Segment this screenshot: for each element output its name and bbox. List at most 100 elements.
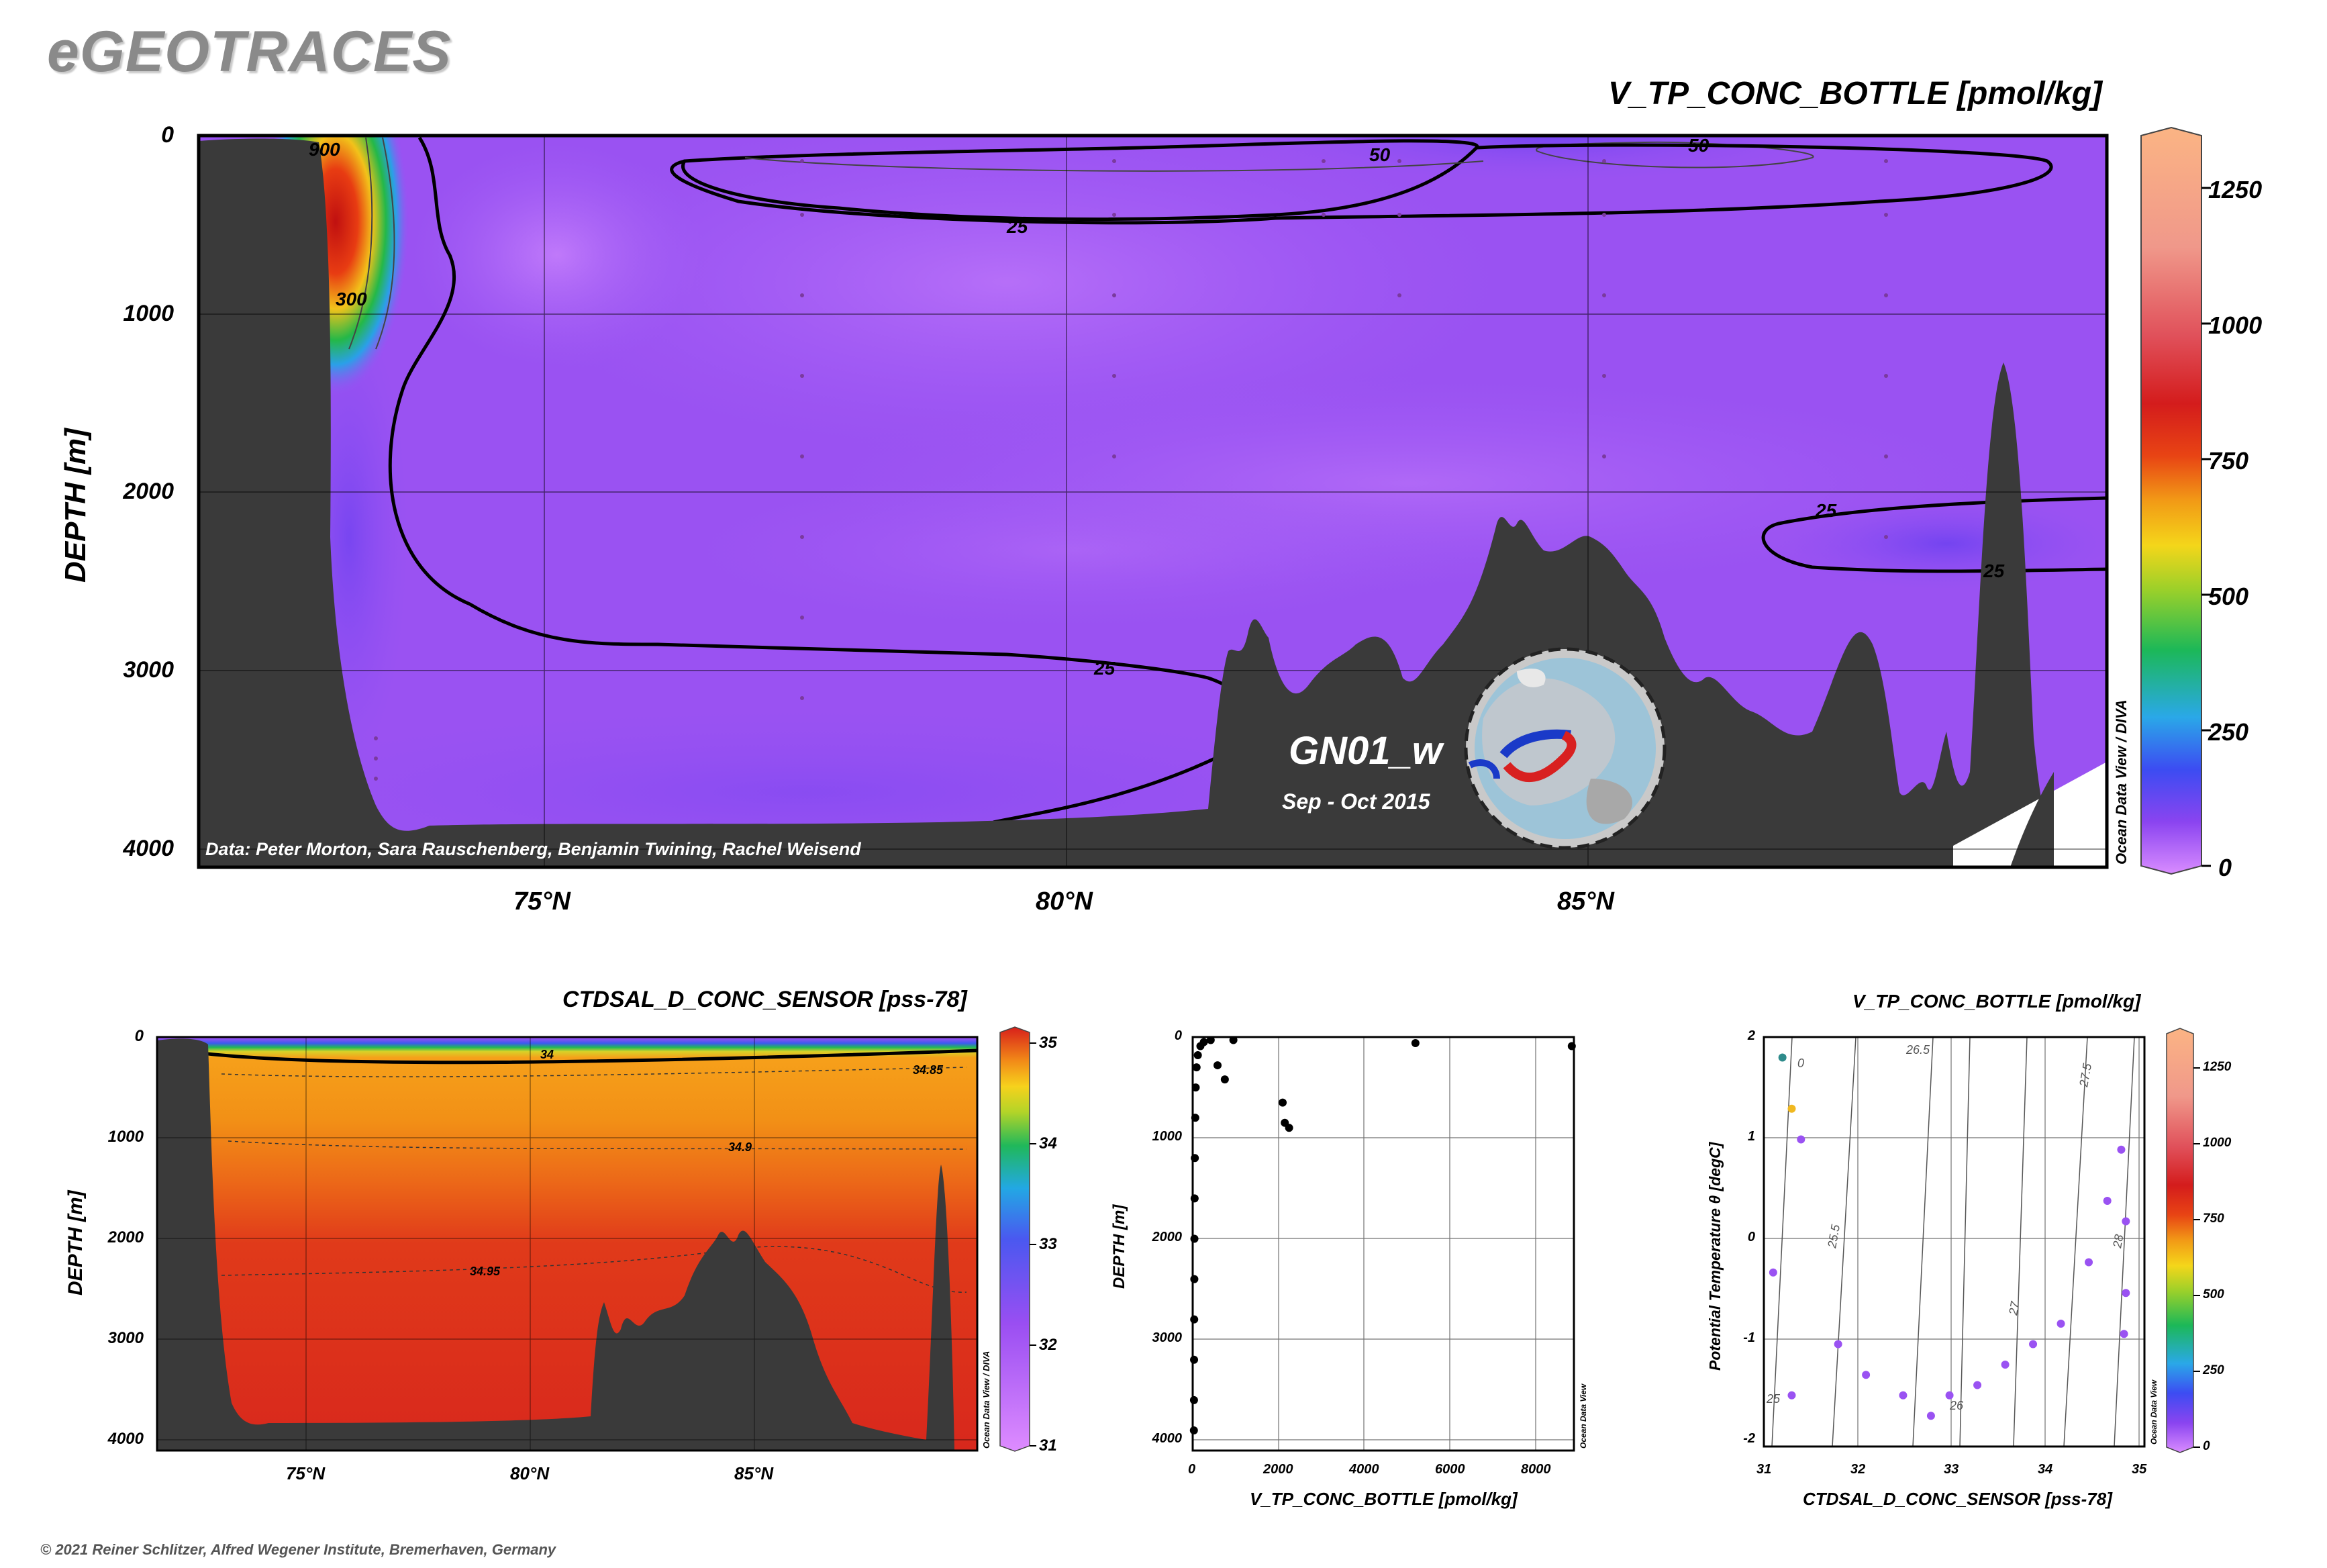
ts-cbar-tick: 0 [2203,1439,2210,1453]
main-contour-label: 50 [1369,144,1391,165]
profile-point [1190,1355,1199,1364]
profile-point [1279,1098,1287,1107]
ts-point [1899,1391,1908,1400]
salinity-title: CTDSAL_D_CONC_SENSOR [pss-78] [562,987,967,1012]
ts-cbar-tick: 1250 [2203,1060,2232,1074]
ts-ytick: -2 [1743,1431,1755,1446]
profile-point [1190,1194,1199,1203]
profile-point [1229,1036,1238,1044]
sal-cbar-tick: 32 [1039,1336,1057,1354]
main-contour-label: 25 [1006,216,1028,237]
cruise-period: Sep - Oct 2015 [1282,789,1430,814]
ts-xlabel: CTDSAL_D_CONC_SENSOR [pss-78] [1803,1489,2112,1509]
main-ytick: 4000 [123,836,174,861]
isopycnal-label: 27 [2006,1300,2022,1317]
profile-ytick: 0 [1174,1028,1182,1043]
isopycnal-label: 26.5 [1905,1043,1930,1057]
data-credit: Data: Peter Morton, Sara Rauschenberg, B… [205,839,861,859]
ts-point [1769,1268,1777,1277]
sal-xtick: 75°N [286,1463,326,1483]
ts-xtick: 33 [1944,1462,1959,1477]
profile-point [1189,1395,1198,1404]
ts-xtick: 35 [2132,1462,2147,1477]
sal-ytick: 1000 [107,1128,144,1146]
ts-cbar-tick: 750 [2203,1212,2224,1226]
profile-xlabel: V_TP_CONC_BOTTLE [pmol/kg] [1250,1489,1518,1509]
sal-contour-label: 34.9 [728,1140,752,1154]
profile-point [1191,1083,1200,1092]
sal-ytick: 4000 [107,1430,144,1448]
sal-cbar-tick: 34 [1039,1134,1057,1153]
isopycnal-label: 26 [1949,1399,1964,1412]
sal-contour-label: 34 [540,1048,554,1061]
profile-ytick: 3000 [1152,1330,1183,1345]
profile-xtick: 2000 [1263,1462,1293,1477]
ts-point [2122,1217,2130,1226]
ts-point [1926,1412,1935,1420]
ts-point [1787,1391,1796,1400]
ts-odv-tag: Ocean Data View [2149,1379,2159,1444]
ts-ytick: 1 [1747,1129,1755,1144]
main-cbar-tick: 750 [2208,447,2249,475]
cruise-track-inset-map [1464,647,1667,850]
profile-point [1191,1154,1199,1163]
isopycnal-label: 25.5 [1825,1223,1842,1250]
main-xtick: 80°N [1036,887,1093,916]
sal-cbar-tick: 31 [1039,1436,1057,1455]
ts-title: V_TP_CONC_BOTTLE [pmol/kg] [1852,991,2141,1012]
main-cbar-tick: 250 [2208,718,2249,746]
ts-point [1787,1104,1796,1113]
profile-point [1281,1118,1289,1127]
ts-cbar-tick: 250 [2203,1363,2224,1377]
sal-contour-label: 34.95 [470,1265,501,1278]
profile-ytick: 2000 [1152,1230,1183,1244]
profile-point [1193,1051,1202,1060]
main-cbar-tick: 1250 [2208,176,2263,203]
ts-xtick: 31 [1756,1462,1772,1477]
ts-xtick: 32 [1850,1462,1866,1477]
profile-xtick: 4000 [1349,1462,1379,1477]
profile-point [1206,1036,1215,1044]
main-colorbar [2140,126,2211,875]
ts-colorbar [2166,1028,2200,1453]
main-ytick: 1000 [123,301,174,326]
ts-point [2117,1145,2126,1154]
sal-ytick: 3000 [107,1329,144,1347]
ts-point [2120,1330,2128,1338]
ts-point [1862,1371,1871,1379]
main-cbar-tick: 0 [2218,854,2232,881]
ts-point [1973,1381,1982,1389]
main-contour-label: 25 [1983,560,2005,581]
profile-point [1220,1075,1229,1084]
ts-ytick: -1 [1743,1330,1755,1345]
ts-point [2122,1289,2130,1297]
ts-point [2029,1340,2038,1349]
sal-cbar-tick: 33 [1039,1235,1057,1253]
ts-ytick: 0 [1747,1230,1755,1244]
main-contour-label: 25 [1093,658,1116,679]
main-cbar-tick: 500 [2208,583,2249,610]
app-logo: eGEOTRACES [47,19,452,84]
main-xtick: 75°N [513,887,571,916]
main-ytick: 0 [161,122,174,148]
ts-point [1778,1053,1787,1062]
main-ytick: 3000 [123,657,174,683]
sal-contour-label: 34.85 [913,1063,944,1077]
main-contour-label: 900 [309,139,340,160]
ts-point [2103,1197,2112,1205]
ts-xtick: 34 [2038,1462,2053,1477]
ts-point [2057,1320,2065,1328]
ts-cbar-tick: 500 [2203,1287,2224,1302]
isopycnal-label: 0 [1797,1057,1804,1070]
sal-cbar-tick: 35 [1039,1034,1057,1052]
profile-point [1190,1315,1199,1324]
isopycnal-label: 28 [2110,1233,2126,1249]
sal-xtick: 80°N [510,1463,550,1483]
profile-ytick: 1000 [1152,1129,1183,1144]
ts-point [2085,1258,2093,1267]
cruise-name: GN01_w [1289,729,1442,773]
